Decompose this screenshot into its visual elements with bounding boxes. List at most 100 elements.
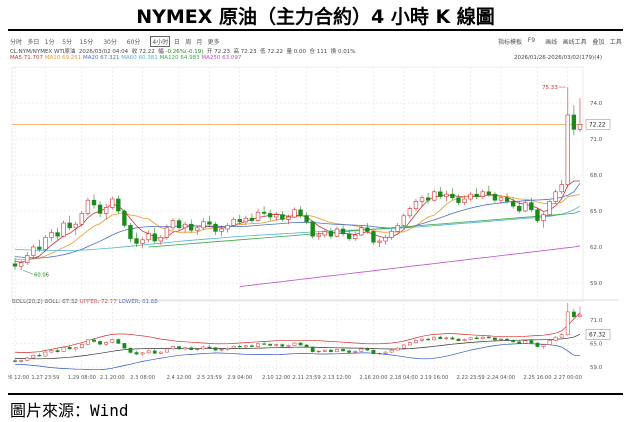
low-annotation-label: 60.06 [34, 272, 49, 278]
boll-candle-body [213, 347, 218, 351]
boll-candle [274, 343, 279, 347]
candle [189, 219, 194, 233]
boll-value-label: 67.32 [589, 332, 606, 338]
boll-candle-body [61, 347, 66, 352]
low-annotation-pointer [23, 270, 34, 275]
x-tick-label: 2.19 16:00 [420, 375, 448, 381]
x-tick-label: 1.27 23:59 [31, 375, 59, 381]
ma-line-ma20 [14, 182, 581, 259]
timeframe-tab[interactable]: 60分 [126, 39, 141, 46]
candle-body [456, 197, 461, 203]
candle [486, 185, 492, 197]
turnover-label: 换 [330, 49, 337, 55]
boll-candle-body [110, 339, 115, 343]
boll-candle [146, 349, 151, 354]
candle-body [134, 238, 139, 244]
boll-candle-body [535, 342, 540, 347]
boll-candle-body [274, 344, 279, 346]
toolbar-tool[interactable]: 画线工具 [562, 39, 587, 46]
candle-body [547, 201, 552, 215]
boll-candle-body [517, 341, 522, 344]
boll-candle-body [523, 340, 528, 344]
timeframe-tab[interactable]: 30分 [103, 39, 117, 46]
boll-candle [529, 339, 534, 344]
candle-body [79, 213, 85, 225]
toolbar-tool[interactable]: 指标模板 [498, 39, 523, 46]
candle [255, 208, 261, 222]
timeframe-tab[interactable]: 5分 [62, 39, 73, 46]
quote-low: 72.22 [267, 49, 283, 55]
timeframe-tab[interactable]: 更多 [207, 39, 220, 46]
boll-candle-body [571, 311, 576, 317]
boll-candle [547, 339, 552, 345]
candle-body [170, 220, 176, 229]
candle-body [365, 227, 370, 232]
boll-candle-body [79, 343, 84, 348]
boll-candle [341, 348, 345, 352]
boll-candle-body [541, 344, 546, 347]
timeframe-tab[interactable]: 4小时 [150, 36, 171, 47]
candle-body [401, 215, 406, 226]
boll-candle-body [414, 340, 418, 343]
timeframe-tab[interactable]: 15分 [79, 39, 94, 46]
candle-body [425, 197, 431, 201]
boll-mid-line [14, 333, 581, 360]
toolbar-tool[interactable]: F9 [527, 37, 536, 44]
chart-panel[interactable]: 分时 多日 1分 5分 15分 30分 60分 4小时日周月更多 指标模板 F9 画线 画线工具 叠加工… [8, 33, 622, 389]
candle-body [103, 207, 109, 214]
boll-legend-label: BOLL [44, 299, 59, 305]
timeframe-tab[interactable]: 日 [174, 39, 181, 46]
boll-tick-label: 65.0 [590, 341, 603, 347]
timeframe-tab[interactable]: 分时 [10, 39, 23, 46]
volume-label: 量 [286, 49, 293, 55]
boll-candle-body [377, 353, 382, 355]
candle [462, 195, 467, 205]
candle-body [310, 221, 315, 237]
candle [389, 229, 394, 240]
toolbar-tool[interactable]: 工具 [609, 39, 622, 46]
boll-upper-line [14, 312, 581, 353]
boll-candle-body [371, 349, 376, 354]
candle [523, 200, 528, 213]
candle-body [61, 222, 66, 237]
timeframe-tab[interactable]: 多日 [27, 39, 40, 46]
candle-body [359, 227, 364, 236]
toolbar-tool[interactable]: 画线 [545, 39, 558, 46]
candle [116, 195, 121, 214]
candle-body [158, 237, 164, 242]
chart-svg[interactable]: 59.0 62.0 65.0 68.0 71.0 74.0 1.26 12:001.27 2… [8, 33, 622, 389]
candle [577, 98, 583, 132]
toolbar-tool[interactable]: 叠加 [592, 39, 605, 46]
boll-candle [371, 349, 376, 355]
boll-candle-body [122, 343, 127, 349]
timeframe-tab[interactable]: 1分 [44, 39, 55, 46]
boll-legend-value: 67.32 [62, 299, 78, 305]
boll-candle-body [565, 311, 570, 336]
boll-candle-body [158, 351, 163, 354]
high-label: 高 [233, 49, 239, 55]
boll-candle [511, 339, 516, 343]
timeframe-tab[interactable]: 周 [185, 39, 192, 46]
boll-candle-body [341, 349, 345, 352]
boll-candle [128, 347, 133, 354]
boll-candle [492, 337, 497, 341]
candle-body [328, 231, 334, 237]
candle [195, 225, 200, 235]
boll-candle [98, 340, 103, 346]
timeframe-tab[interactable]: 月 [196, 39, 203, 46]
candle [43, 235, 48, 252]
change-label: 幅 [158, 49, 164, 55]
ma-legend-label: MA60 [121, 55, 137, 61]
candle-body [85, 199, 91, 214]
boll-candle [79, 343, 84, 349]
boll-candle [37, 352, 42, 357]
boll-candle [104, 341, 109, 347]
boll-candle [414, 339, 418, 344]
boll-candle-body [462, 339, 467, 341]
candle [553, 189, 558, 204]
ma-legend-label: MA5 [10, 55, 23, 61]
boll-candle-body [146, 350, 151, 354]
boll-candle-body [383, 351, 388, 354]
boll-legend-value: 72.77 [101, 299, 117, 305]
x-tick-label: 2.16 20:00 [359, 375, 387, 381]
